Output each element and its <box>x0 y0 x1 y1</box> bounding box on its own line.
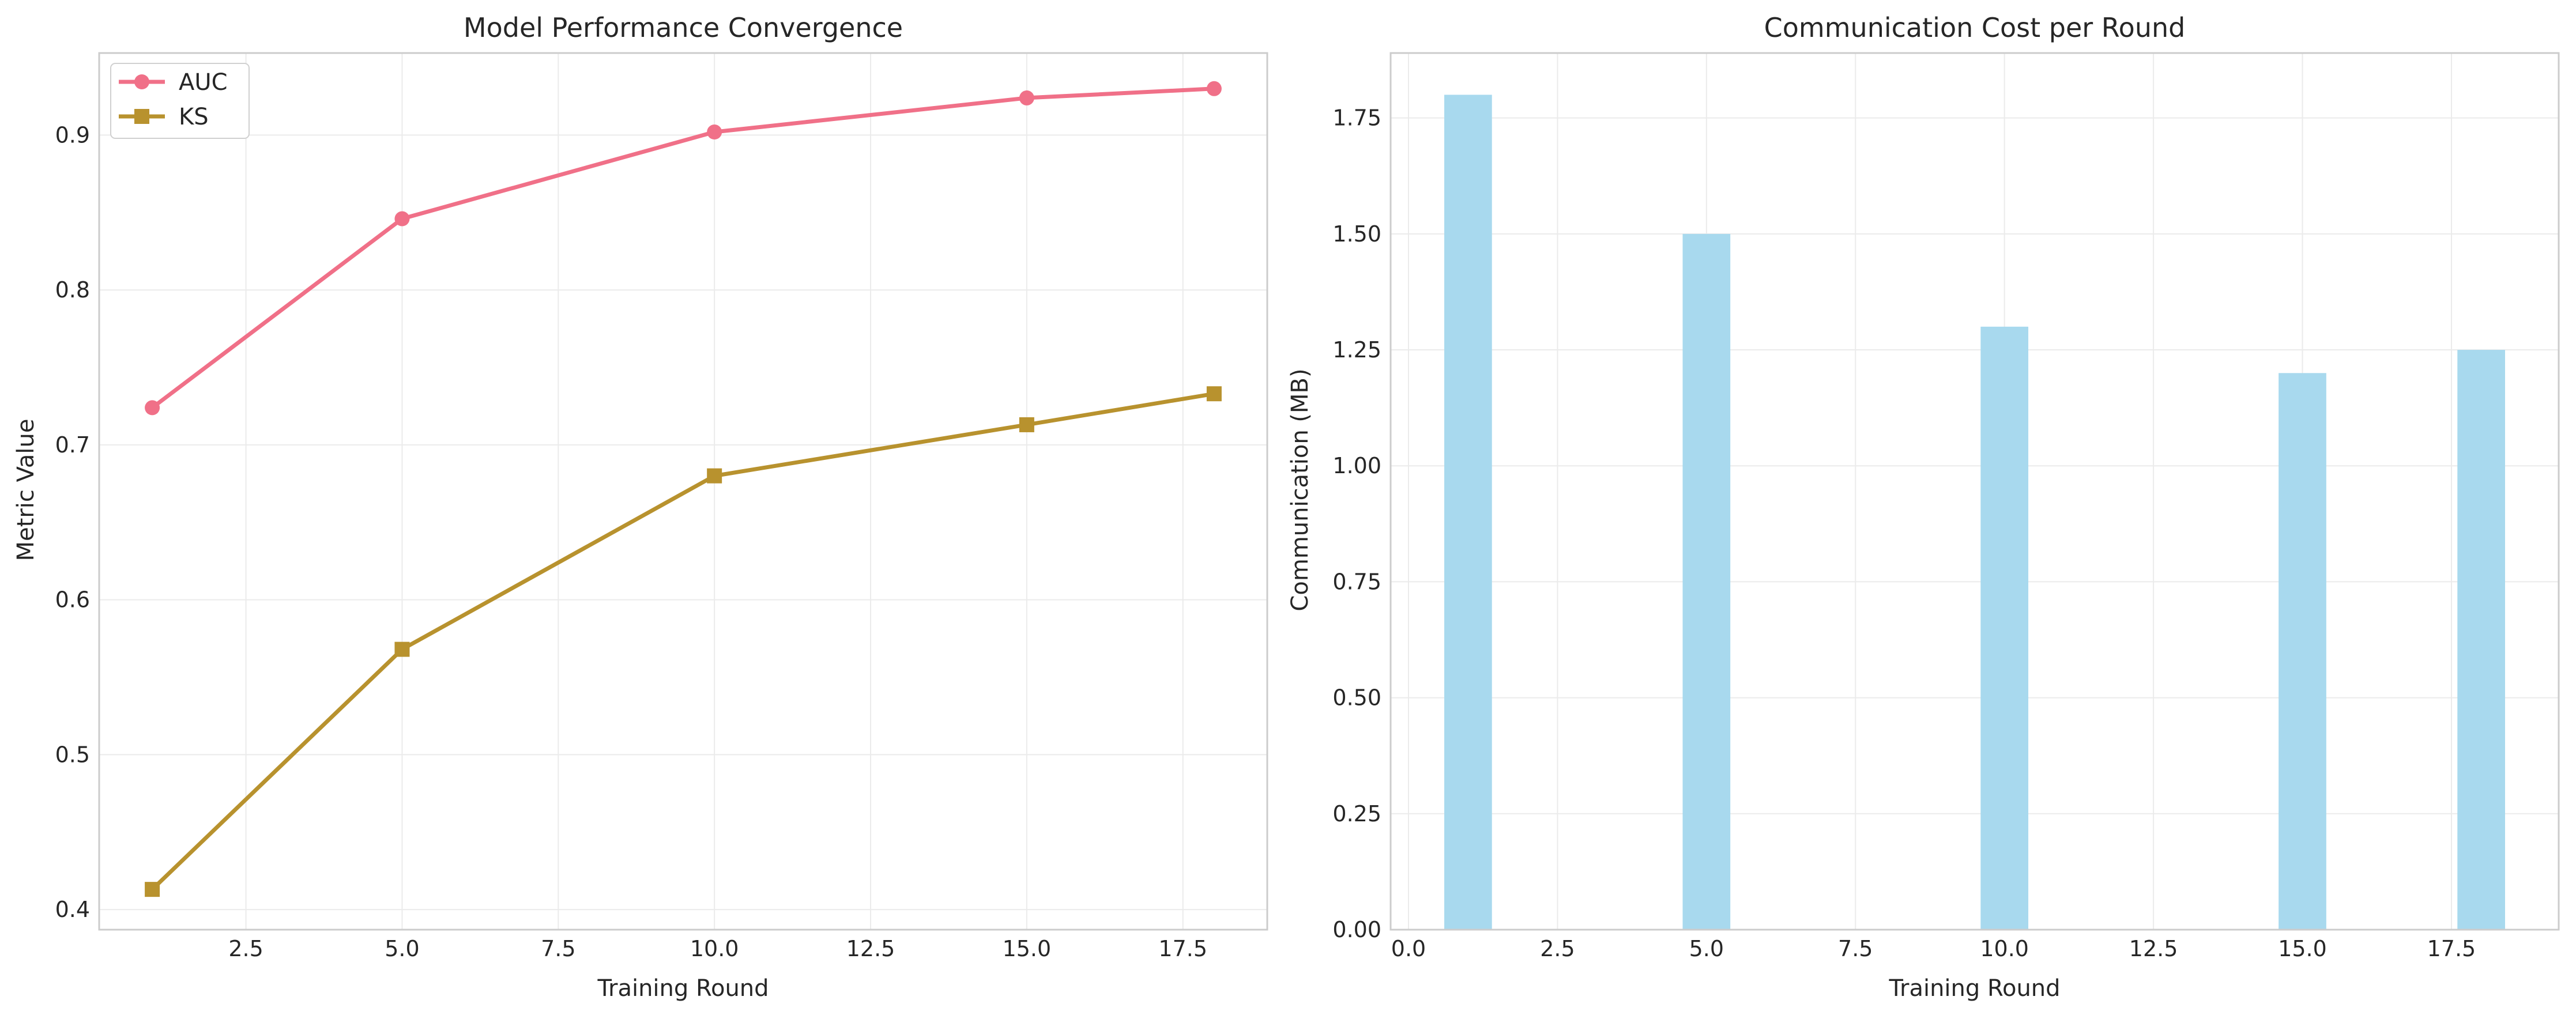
left-chart-grid <box>99 53 1267 930</box>
bars <box>1444 95 2505 930</box>
right-chart-y-tick-label: 1.25 <box>1332 337 1381 363</box>
legend-marker-auc <box>134 74 149 89</box>
right-chart-y-tick-label: 1.00 <box>1332 453 1381 478</box>
right-chart-x-tick-label: 0.0 <box>1391 936 1426 961</box>
left-chart-x-tick-label: 5.0 <box>385 936 419 961</box>
right-chart-y-tick-label: 0.50 <box>1332 685 1381 711</box>
point-auc <box>1019 90 1034 105</box>
right-chart-axes-frame <box>1389 52 2560 931</box>
right-chart-y-tick-label: 0.75 <box>1332 569 1381 594</box>
left-chart-x-tick-label: 10.0 <box>690 936 739 961</box>
left-chart-ylabel: Metric Value <box>13 419 39 561</box>
right-chart-x-tick-label: 15.0 <box>2278 936 2327 961</box>
left-chart-x-tick-label: 15.0 <box>1003 936 1052 961</box>
point-auc <box>145 400 160 416</box>
legend-label-ks: KS <box>179 104 209 130</box>
bar <box>2279 373 2326 930</box>
point-ks <box>1206 386 1222 402</box>
point-auc <box>707 124 722 140</box>
right-chart-x-tick-label: 2.5 <box>1540 936 1575 961</box>
left-chart-y-tick-label: 0.5 <box>55 742 90 767</box>
right-chart-y-tick-label: 1.75 <box>1332 105 1381 131</box>
right-chart-title: Communication Cost per Round <box>1764 12 2186 43</box>
bar <box>1682 233 1731 930</box>
bar <box>1444 95 1492 930</box>
legend-label-auc: AUC <box>179 69 228 96</box>
right-chart-x-tick-label: 7.5 <box>1838 936 1873 961</box>
right-chart-y-tick-label: 0.00 <box>1332 917 1381 942</box>
bar <box>1980 326 2029 930</box>
right-chart-y-tick-label: 0.25 <box>1332 801 1381 826</box>
right-chart-x-tick-label: 5.0 <box>1689 936 1724 961</box>
point-auc <box>1206 81 1222 96</box>
legend: AUC KS <box>110 63 250 139</box>
left-chart-y-tick-label: 0.7 <box>55 432 90 458</box>
right-chart-x-tick-label: 17.5 <box>2427 936 2476 961</box>
point-ks <box>145 882 160 897</box>
left-chart-y-tick-label: 0.6 <box>55 587 90 613</box>
convergence-line-chart: Model Performance Convergence Training R… <box>13 12 1268 1002</box>
point-ks <box>707 468 722 484</box>
communication-bar-chart: Communication Cost per Round Training Ro… <box>1287 12 2560 1002</box>
left-chart-axes-frame <box>98 52 1268 931</box>
right-chart-ylabel: Communication (MB) <box>1287 368 1313 611</box>
bar <box>2457 350 2505 930</box>
legend-marker-ks <box>134 109 149 124</box>
point-ks <box>394 641 410 657</box>
point-ks <box>1019 417 1034 432</box>
left-chart-y-tick-label: 0.4 <box>55 897 90 922</box>
left-chart-x-tick-label: 12.5 <box>846 936 895 961</box>
left-chart-x-tick-label: 7.5 <box>541 936 575 961</box>
right-chart-y-tick-label: 1.50 <box>1332 221 1381 247</box>
left-chart-y-tick-label: 0.9 <box>55 122 90 148</box>
right-chart-x-tick-label: 10.0 <box>1980 936 2029 961</box>
right-chart-x-tick-label: 12.5 <box>2129 936 2178 961</box>
left-chart-xlabel: Training Round <box>597 975 769 1002</box>
left-chart-x-tick-label: 2.5 <box>228 936 263 961</box>
left-chart-x-tick-label: 17.5 <box>1158 936 1207 961</box>
left-chart-y-tick-label: 0.8 <box>55 277 90 303</box>
left-chart-title: Model Performance Convergence <box>464 12 903 43</box>
right-chart-xlabel: Training Round <box>1888 975 2060 1002</box>
point-auc <box>394 211 410 227</box>
